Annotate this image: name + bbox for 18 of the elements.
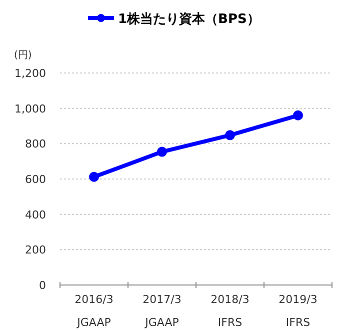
point: [225, 130, 235, 140]
x-tick-label: 2019/3 IFRS: [278, 293, 318, 329]
legend: 1株当たり資本（BPS）: [88, 12, 260, 27]
point: [89, 172, 99, 182]
y-tick-label: 800: [25, 138, 46, 151]
y-tick-label: 400: [25, 208, 46, 222]
x-tick-label: 2018/3 IFRS: [210, 293, 250, 329]
point: [157, 146, 167, 157]
y-axis-title: (円): [14, 50, 32, 61]
legend-label: 1株当たり資本（BPS）: [118, 12, 260, 27]
y-tick-label: 200: [25, 244, 46, 257]
y-tick-label: 0: [39, 279, 46, 292]
y-tick-label: 600: [25, 173, 46, 186]
y-tick-label: 1,000: [14, 102, 46, 116]
point: [293, 110, 303, 120]
x-tick-label: 2017/3 JGAAP: [142, 293, 182, 329]
x-tick-label: 2016/3 JGAAP: [74, 293, 114, 329]
y-tick-label: 1,200: [14, 67, 46, 80]
